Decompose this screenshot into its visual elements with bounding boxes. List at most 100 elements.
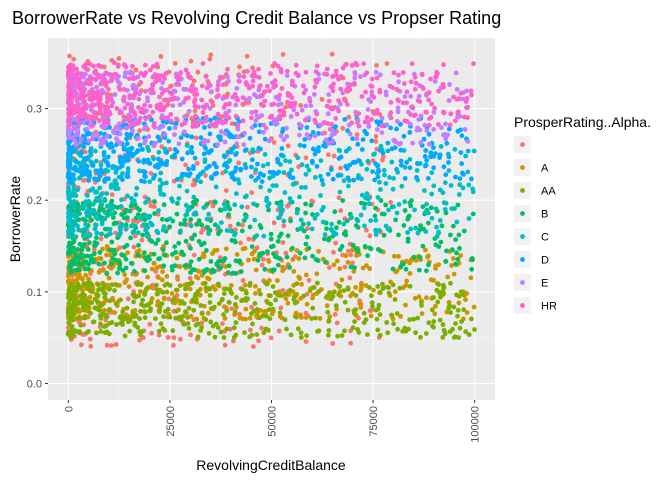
data-point [83, 62, 88, 68]
data-point [99, 191, 104, 197]
data-point [277, 92, 283, 98]
data-point [156, 149, 162, 155]
data-point [150, 64, 156, 69]
data-point [140, 297, 146, 303]
data-point [330, 88, 336, 94]
data-point [98, 236, 104, 242]
data-point [442, 207, 448, 212]
data-point [320, 182, 326, 187]
data-point [342, 328, 347, 334]
data-point [204, 85, 210, 91]
data-point [448, 280, 453, 286]
data-point [262, 266, 268, 272]
data-point [117, 87, 123, 92]
data-point [283, 296, 289, 302]
data-point [328, 105, 334, 111]
data-point [456, 300, 462, 306]
data-point [148, 237, 153, 243]
data-point [355, 175, 361, 181]
data-point [141, 222, 147, 228]
data-point [215, 112, 221, 118]
data-point [72, 103, 78, 109]
data-point [196, 239, 202, 244]
data-point [441, 283, 446, 289]
data-point [176, 240, 182, 246]
data-point [85, 247, 91, 252]
data-point [135, 219, 140, 225]
data-point [318, 158, 324, 164]
data-point [136, 158, 142, 164]
data-point [329, 228, 335, 234]
data-point [230, 170, 236, 176]
data-point [332, 289, 337, 295]
data-point [315, 280, 320, 286]
data-point [453, 174, 458, 180]
data-point [336, 108, 342, 114]
data-point [179, 156, 185, 162]
data-point [256, 75, 262, 80]
data-point [463, 153, 469, 159]
data-point [204, 201, 210, 207]
data-point [319, 96, 325, 102]
data-point [277, 108, 282, 113]
data-point [135, 148, 141, 154]
data-point [313, 315, 318, 321]
data-point [363, 89, 368, 95]
data-point [132, 113, 138, 118]
data-point [264, 281, 270, 287]
data-point [190, 297, 196, 303]
data-point [446, 126, 452, 132]
data-point [164, 150, 170, 156]
data-point [303, 103, 309, 109]
data-point [161, 296, 167, 302]
data-point [154, 287, 160, 293]
data-point [424, 110, 429, 115]
data-point [275, 278, 280, 283]
data-point [140, 147, 145, 152]
data-point [67, 69, 73, 74]
data-point [183, 172, 189, 178]
data-point [307, 288, 313, 294]
data-point [102, 260, 107, 266]
data-point [66, 158, 71, 164]
data-point [204, 267, 210, 272]
data-point [269, 113, 275, 119]
data-point [164, 240, 169, 246]
data-point [191, 164, 196, 169]
data-point [139, 178, 144, 184]
data-point [373, 139, 379, 144]
data-point [281, 218, 287, 224]
data-point [341, 231, 347, 237]
data-point [340, 125, 346, 131]
data-point [257, 122, 263, 128]
data-point [180, 313, 186, 319]
legend-swatch [520, 142, 525, 147]
data-point [138, 282, 144, 288]
data-point [173, 249, 179, 255]
data-point [364, 115, 370, 120]
data-point [90, 163, 96, 168]
data-point [447, 82, 452, 87]
data-point [330, 341, 336, 346]
data-point [75, 187, 81, 192]
data-point [323, 144, 328, 149]
data-point [416, 117, 422, 122]
data-point [418, 334, 423, 340]
data-point [86, 172, 92, 178]
data-point [354, 246, 359, 252]
data-point [425, 176, 431, 181]
data-point [366, 195, 372, 201]
data-point [342, 117, 348, 122]
data-point [343, 163, 349, 169]
data-point [235, 177, 241, 183]
data-point [169, 91, 175, 97]
data-point [403, 302, 408, 308]
data-point [436, 244, 442, 250]
data-point [187, 286, 193, 292]
data-point [182, 221, 187, 227]
data-point [232, 202, 238, 208]
data-point [109, 192, 115, 198]
data-point [122, 74, 128, 79]
data-point [195, 69, 201, 75]
data-point [105, 121, 111, 126]
